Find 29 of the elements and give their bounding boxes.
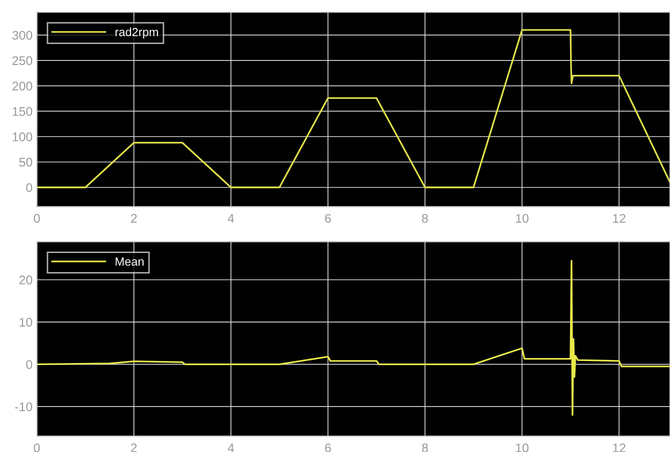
y-tick-label: 100	[12, 132, 32, 142]
y-tick-label: 0	[26, 360, 32, 369]
x-tick-label: 6	[325, 443, 331, 452]
x-tick-label: 10	[516, 443, 528, 452]
y-tick-label: 300	[12, 30, 32, 40]
x-tick-label: 10	[516, 214, 528, 223]
x-tick-label: 0	[34, 443, 40, 452]
line-series	[36, 260, 670, 416]
y-tick-label: -10	[15, 402, 32, 412]
x-tick-label: 4	[228, 214, 234, 223]
legend-label: Mean	[116, 257, 144, 266]
line-series	[36, 29, 670, 188]
x-tick-label: 2	[131, 214, 137, 223]
y-tick-label: 150	[12, 107, 32, 116]
y-tick-label: 200	[12, 82, 32, 90]
x-tick-label: 6	[325, 214, 331, 223]
y-tick-label: 250	[12, 56, 32, 66]
legend-label: rad2rpm	[116, 28, 158, 39]
x-tick-label: 0	[34, 214, 40, 223]
y-tick-label: 0	[26, 183, 32, 192]
x-tick-label: 8	[422, 214, 428, 223]
y-tick-label: 50	[19, 158, 32, 167]
x-tick-label: 4	[228, 444, 234, 452]
x-tick-label: 2	[131, 443, 137, 452]
x-tick-label: 8	[422, 443, 428, 452]
x-tick-label: 12	[613, 214, 626, 223]
x-tick-label: 12	[613, 443, 626, 452]
y-tick-label: 10	[20, 318, 32, 327]
y-tick-label: 20	[19, 276, 32, 284]
